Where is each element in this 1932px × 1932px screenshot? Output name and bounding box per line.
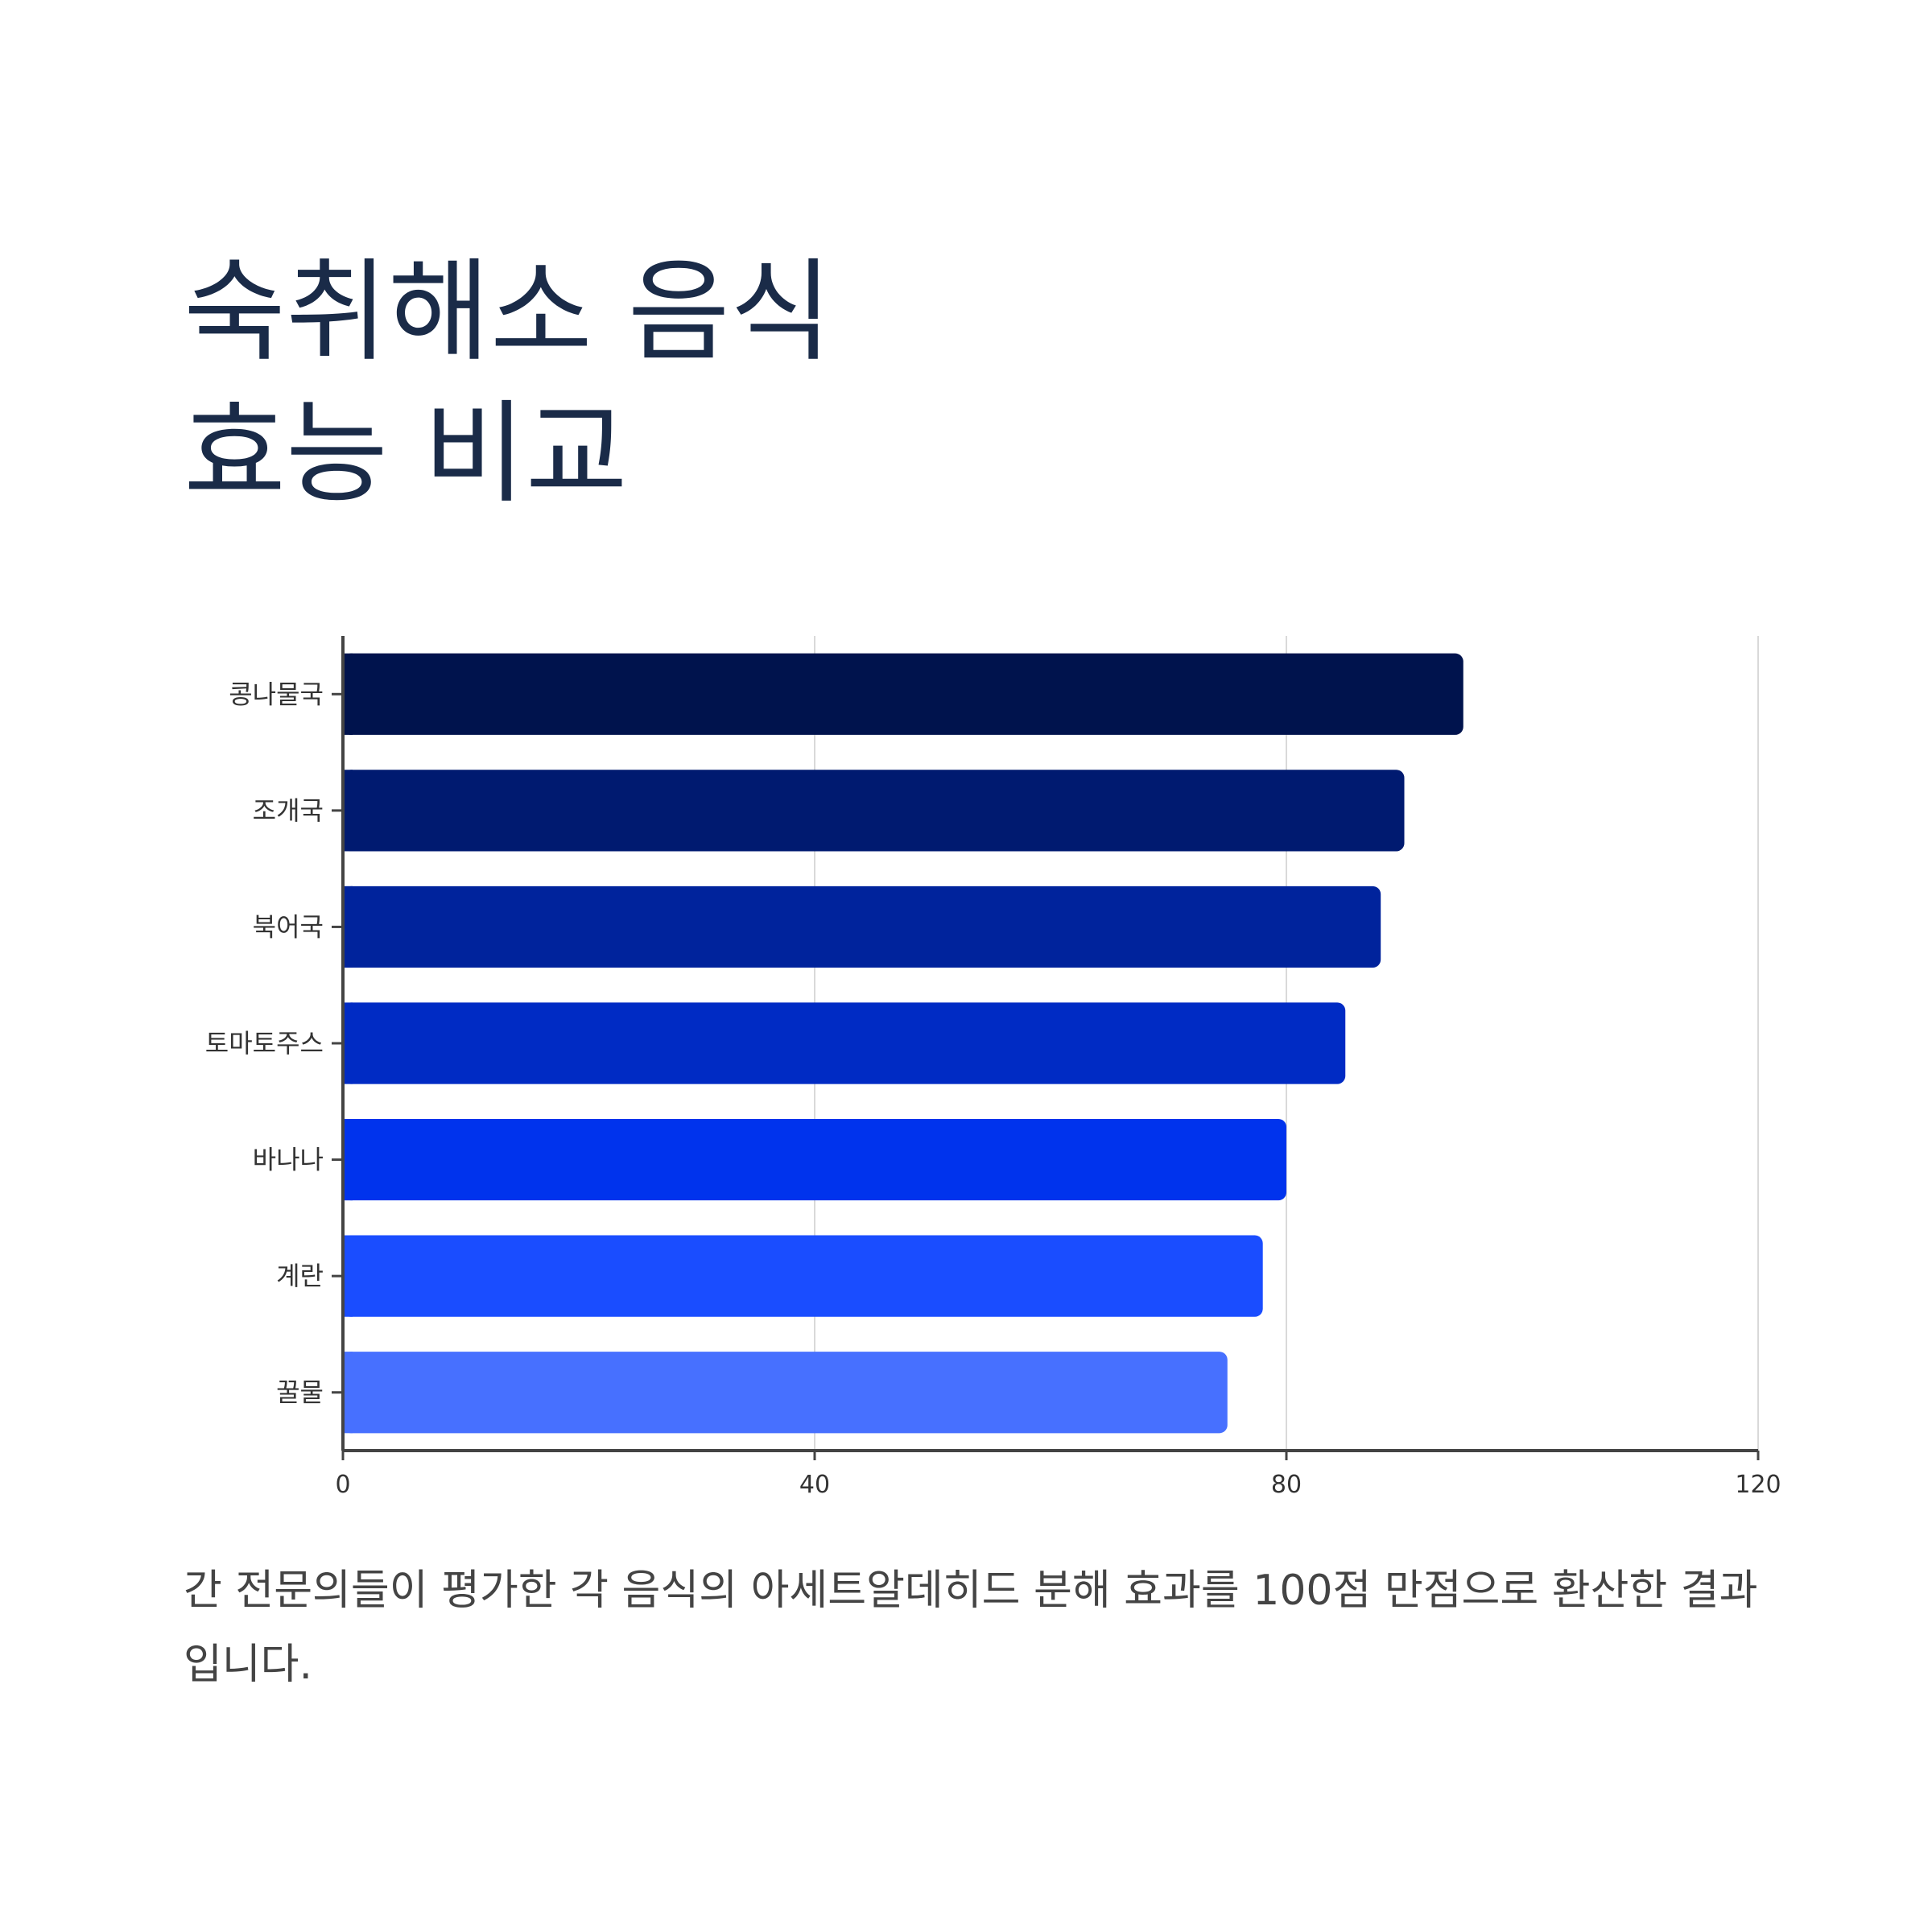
bar-3-base xyxy=(343,886,353,968)
bar-6 xyxy=(343,1235,1263,1317)
y-category-label: 바나나 xyxy=(253,1145,324,1175)
bar-6-base xyxy=(343,1235,353,1317)
y-category-label: 꿀물 xyxy=(276,1377,324,1408)
bar-1-base xyxy=(343,653,353,735)
x-tick-label: 80 xyxy=(1271,1471,1302,1499)
chart-caption: 간 전문의들이 평가한 각 음식의 아세트알데히드 분해 효과를 100점 만점… xyxy=(184,1567,1758,1689)
bars xyxy=(343,653,1463,1434)
bar-2-base xyxy=(343,770,353,852)
chart-title-line-1: 숙취해소 음식 xyxy=(184,247,832,377)
bar-7 xyxy=(343,1352,1228,1434)
y-category-label: 북어국 xyxy=(253,911,324,942)
bar-4-base xyxy=(343,1002,353,1084)
y-category-label: 토마토주스 xyxy=(205,1028,324,1059)
bar-7-base xyxy=(343,1352,353,1434)
chart-title: 숙취해소 음식 효능 비교 xyxy=(184,242,1391,525)
bar-1 xyxy=(343,653,1463,735)
y-category-label: 콩나물국 xyxy=(229,679,324,709)
chart-title-line-2: 효능 비교 xyxy=(184,389,628,518)
x-tick-label: 120 xyxy=(1735,1471,1781,1499)
bar-3 xyxy=(343,886,1381,968)
bar-4 xyxy=(343,1002,1346,1084)
x-tick-label: 0 xyxy=(335,1471,350,1499)
axes xyxy=(332,636,1760,1460)
y-category-label: 계란 xyxy=(276,1261,324,1291)
bar-5-base xyxy=(343,1118,353,1201)
y-category-label: 조개국 xyxy=(253,795,324,826)
bar-2 xyxy=(343,770,1405,852)
x-tick-label: 40 xyxy=(799,1471,830,1499)
bar-5 xyxy=(343,1118,1286,1201)
